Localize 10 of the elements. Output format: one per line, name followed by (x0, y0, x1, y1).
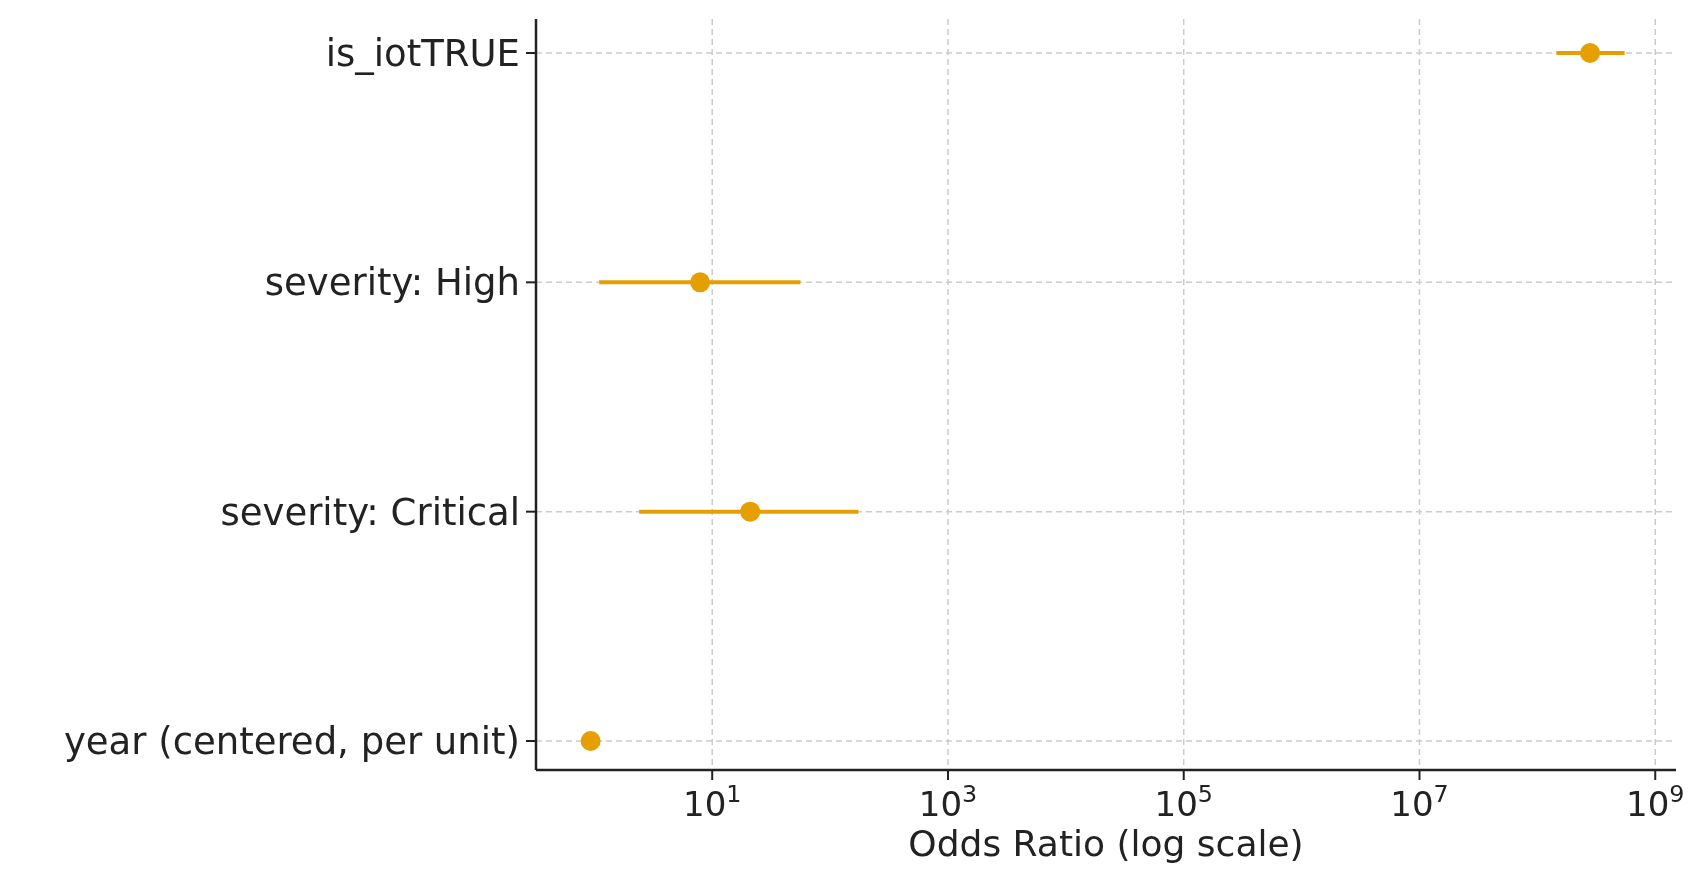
x-tick-label: 10$^{9}$ (1626, 780, 1685, 824)
x-tick-label: 10$^{1}$ (683, 780, 742, 824)
y-tick-label: severity: Critical (220, 490, 520, 534)
x-tick-label: 10$^{5}$ (1154, 780, 1213, 824)
y-tick-label: severity: High (264, 261, 520, 305)
x-tick-label: 10$^{7}$ (1390, 780, 1449, 824)
y-tick-label: is_iotTRUE (325, 31, 520, 75)
x-axis-title: Odds Ratio (log scale) (908, 823, 1304, 864)
y-tick-label: year (centered, per unit) (63, 719, 520, 763)
x-tick-label: 10$^{3}$ (918, 780, 978, 824)
